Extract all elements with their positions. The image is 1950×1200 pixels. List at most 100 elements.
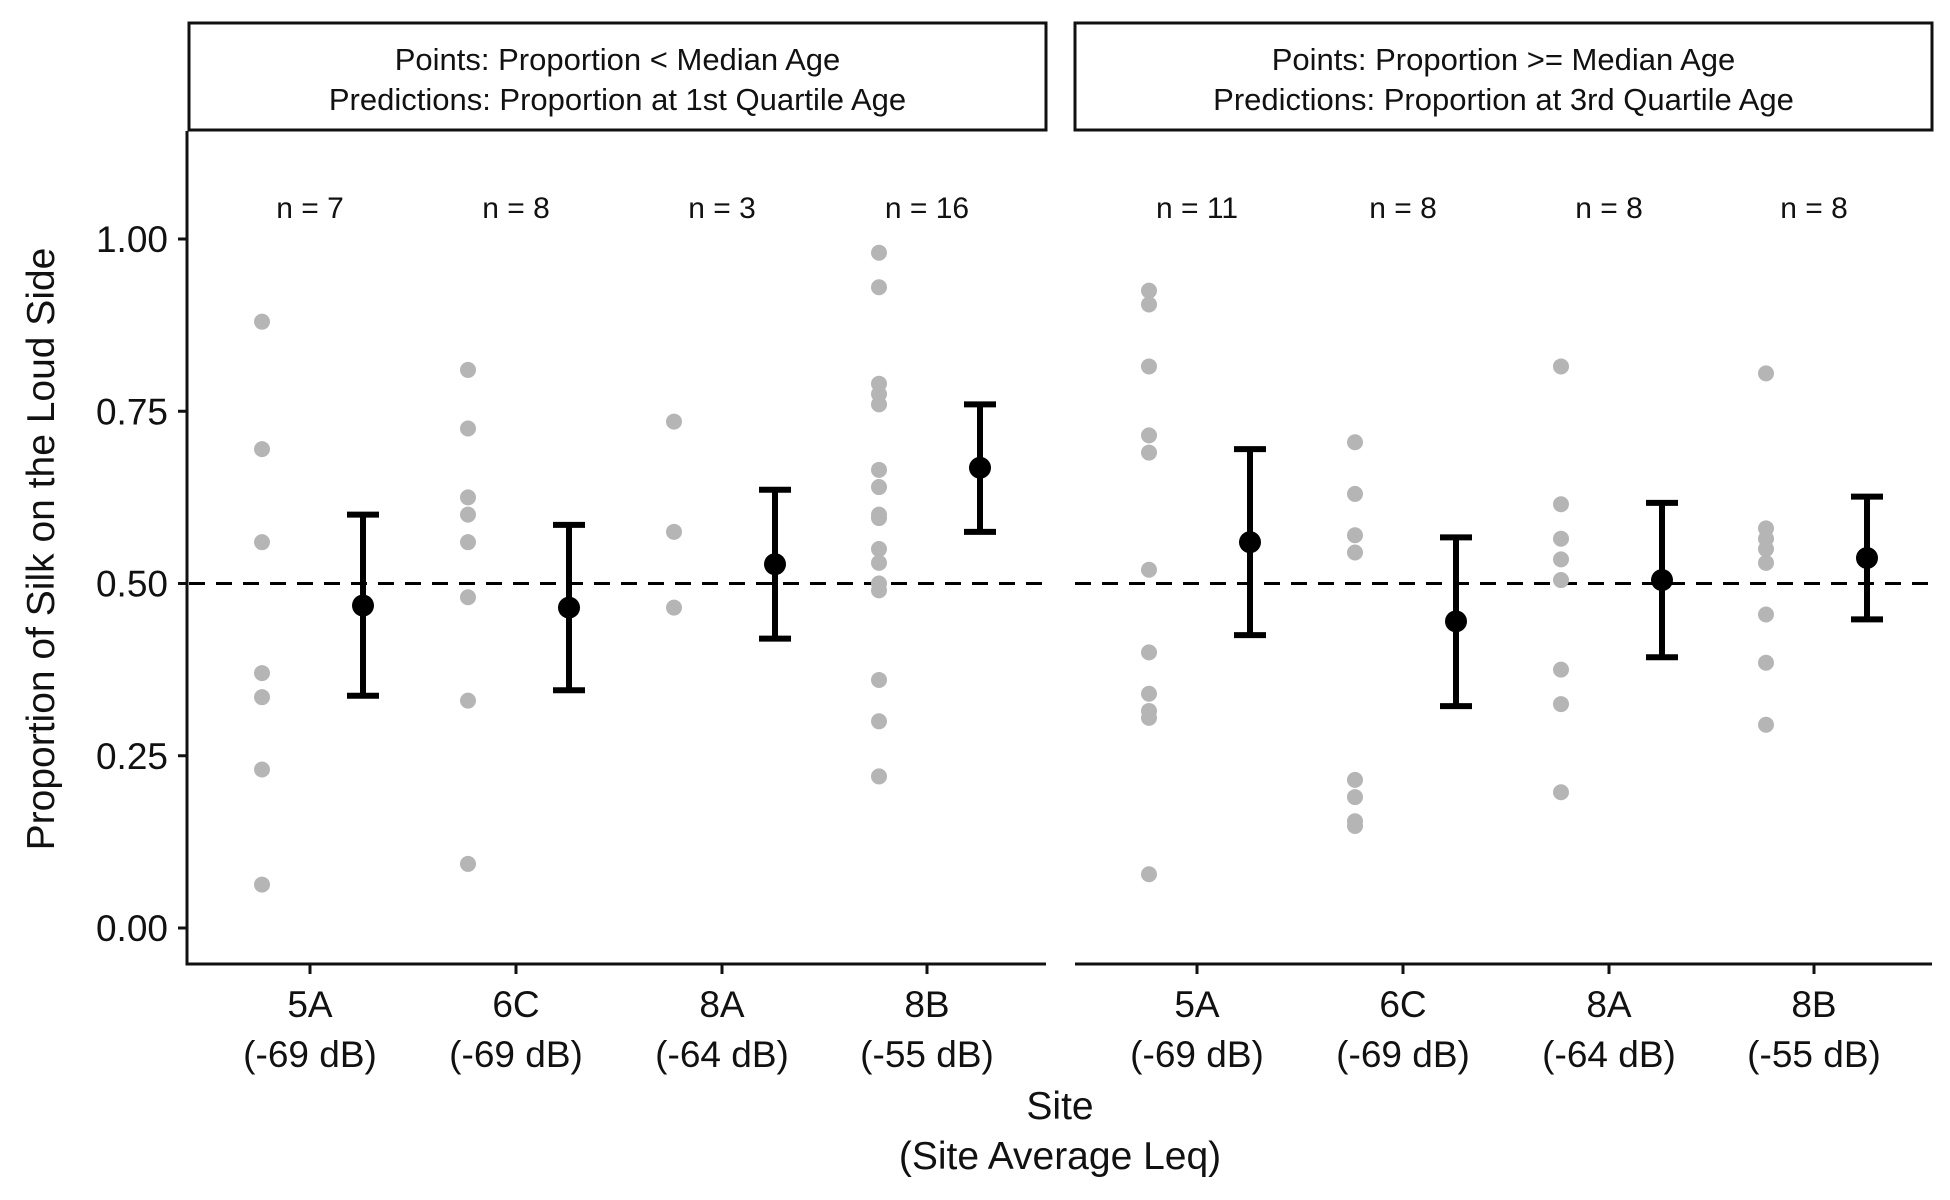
data-point	[871, 541, 887, 558]
x-tick-leq: (-64 dB)	[655, 1034, 789, 1075]
prediction-point	[764, 553, 786, 576]
data-point	[871, 582, 887, 599]
x-tick-leq: (-69 dB)	[243, 1034, 377, 1075]
n-label: n = 8	[1780, 192, 1848, 225]
x-tick-site: 8A	[699, 984, 745, 1025]
prediction-point	[1651, 569, 1673, 592]
prediction-point	[969, 456, 991, 479]
x-tick-labels-left: 5A (-69 dB) 6C (-69 dB) 8A (-64 dB) 8B (…	[243, 984, 994, 1075]
n-label: n = 7	[276, 192, 344, 225]
data-point	[254, 313, 270, 330]
x-tick-site: 6C	[1379, 984, 1426, 1025]
data-point	[871, 554, 887, 571]
prediction-point	[352, 594, 374, 617]
strip-box-right	[1073, 21, 1934, 132]
data-point	[871, 479, 887, 496]
strip-header-left: Points: Proportion < Median Age Predicti…	[187, 21, 1048, 132]
data-point	[1141, 644, 1157, 661]
data-point	[460, 692, 476, 709]
data-point	[1553, 496, 1569, 513]
data-point	[460, 361, 476, 378]
strip-left-line1: Points: Proportion < Median Age	[395, 42, 840, 77]
data-point	[460, 506, 476, 523]
x-tick-leq: (-55 dB)	[860, 1034, 994, 1075]
data-point	[1141, 444, 1157, 461]
data-point	[1347, 789, 1363, 806]
x-tick-site: 6C	[492, 984, 539, 1025]
data-point	[871, 713, 887, 730]
strip-right-line1: Points: Proportion >= Median Age	[1272, 42, 1736, 77]
data-point	[254, 876, 270, 893]
data-point	[254, 689, 270, 706]
data-point	[871, 279, 887, 296]
n-label: n = 16	[885, 192, 969, 225]
y-tick-labels: 0.00 0.25 0.50 0.75 1.00	[96, 219, 168, 949]
n-label: n = 3	[688, 192, 756, 225]
data-point	[666, 599, 682, 616]
x-tick-leq: (-64 dB)	[1542, 1034, 1676, 1075]
data-point	[1347, 544, 1363, 561]
data-point	[1141, 709, 1157, 726]
y-tick-label-2: 0.50	[96, 564, 168, 605]
data-point	[1141, 866, 1157, 883]
data-point	[1758, 654, 1774, 671]
n-labels-right: n = 11 n = 8 n = 8 n = 8	[1156, 192, 1848, 225]
data-point	[1141, 427, 1157, 444]
data-point	[460, 855, 476, 872]
y-tick-label-0: 0.00	[96, 908, 168, 949]
data-point	[666, 523, 682, 540]
data-point	[871, 244, 887, 261]
y-tick-label-4: 1.00	[96, 219, 168, 260]
data-point	[1347, 434, 1363, 451]
x-tick-leq: (-55 dB)	[1747, 1034, 1881, 1075]
data-point	[1553, 530, 1569, 547]
data-point	[1141, 296, 1157, 313]
prediction-point	[1856, 547, 1878, 570]
data-point	[871, 671, 887, 688]
x-tick-leq: (-69 dB)	[449, 1034, 583, 1075]
n-label: n = 8	[1369, 192, 1437, 225]
x-tick-labels-right: 5A (-69 dB) 6C (-69 dB) 8A (-64 dB) 8B (…	[1130, 984, 1881, 1075]
data-point	[254, 534, 270, 551]
data-point	[1553, 572, 1569, 589]
data-point	[1141, 282, 1157, 299]
x-tick-leq: (-69 dB)	[1336, 1034, 1470, 1075]
data-point	[1347, 818, 1363, 835]
data-point	[1141, 561, 1157, 578]
data-point	[871, 510, 887, 527]
chart-marks	[178, 131, 1932, 974]
data-point	[1758, 365, 1774, 382]
prediction-point	[558, 596, 580, 619]
n-labels-left: n = 7 n = 8 n = 3 n = 16	[276, 192, 969, 225]
data-point	[1758, 606, 1774, 623]
data-point	[1758, 541, 1774, 558]
y-tick-label-1: 0.25	[96, 736, 168, 777]
x-tick-site: 5A	[287, 984, 333, 1025]
data-point	[254, 441, 270, 458]
x-axis-title-line1: Site	[1026, 1085, 1093, 1128]
data-point	[254, 761, 270, 778]
data-point	[1141, 685, 1157, 702]
y-tick-label-3: 0.75	[96, 391, 168, 432]
n-label: n = 8	[1575, 192, 1643, 225]
data-point	[1347, 527, 1363, 544]
data-point	[1141, 358, 1157, 375]
data-point	[1553, 696, 1569, 713]
data-point	[254, 665, 270, 682]
data-point	[1347, 771, 1363, 788]
data-point	[460, 420, 476, 437]
data-point	[460, 534, 476, 551]
x-axis-title-line2: (Site Average Leq)	[899, 1135, 1221, 1178]
data-point	[1758, 554, 1774, 571]
n-label: n = 11	[1156, 192, 1238, 225]
data-point	[871, 461, 887, 478]
x-tick-site: 5A	[1174, 984, 1220, 1025]
data-point	[871, 396, 887, 413]
data-point	[1553, 661, 1569, 678]
prediction-point	[1445, 610, 1467, 633]
y-axis-title: Proportion of Silk on the Loud Side	[20, 248, 63, 851]
x-tick-site: 8B	[904, 984, 949, 1025]
data-point	[666, 413, 682, 430]
data-point	[1758, 716, 1774, 733]
